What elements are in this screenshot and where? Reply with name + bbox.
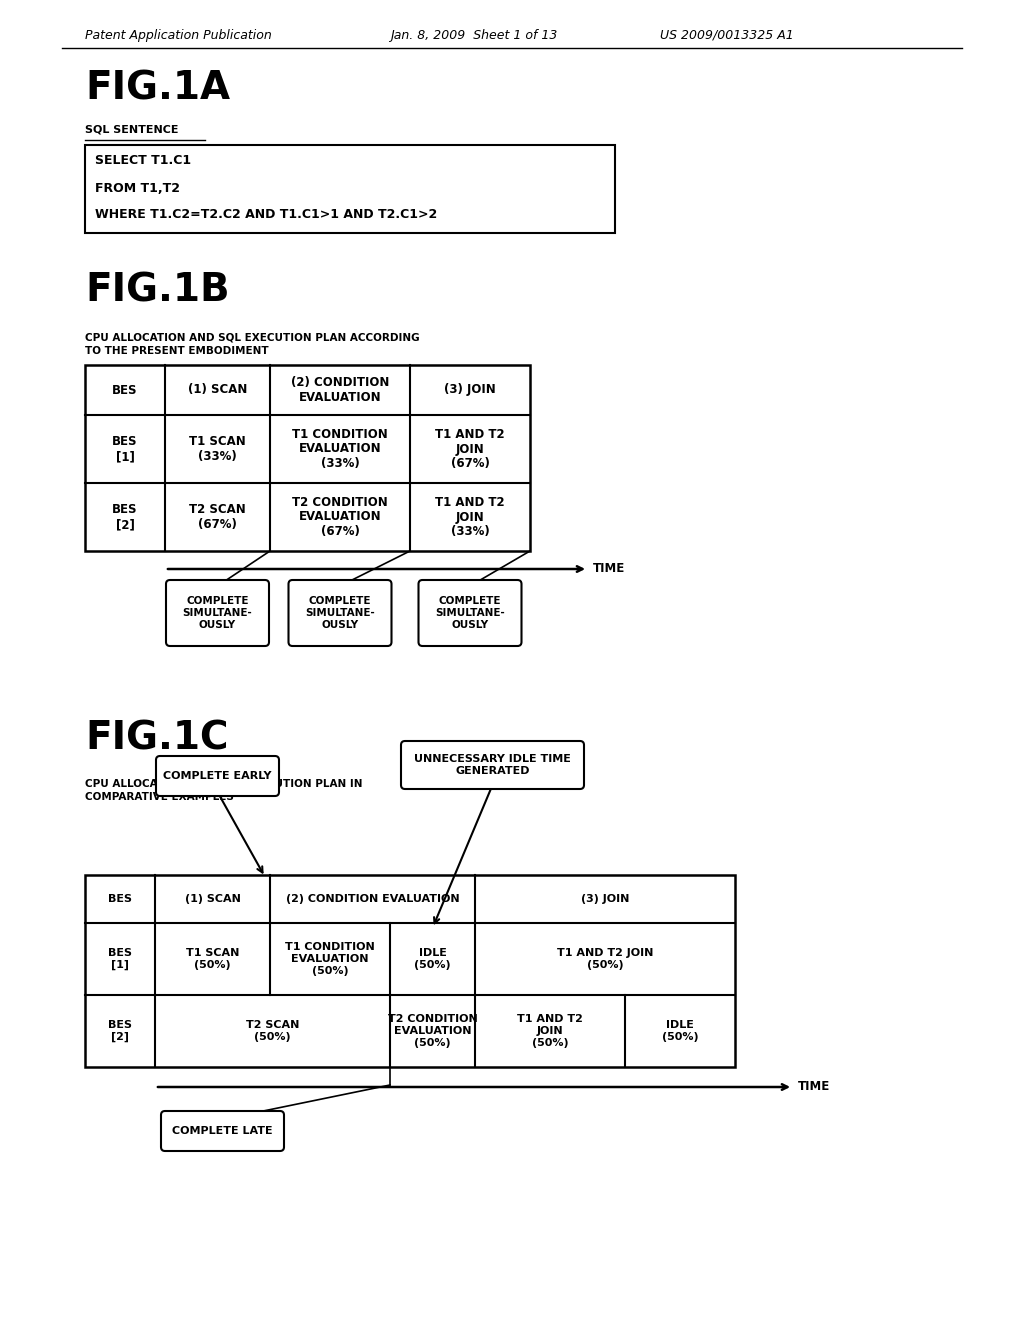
- Text: (1) SCAN: (1) SCAN: [184, 894, 241, 904]
- Text: (1) SCAN: (1) SCAN: [187, 384, 247, 396]
- Text: Jan. 8, 2009  Sheet 1 of 13: Jan. 8, 2009 Sheet 1 of 13: [390, 29, 557, 41]
- Text: COMPLETE
SIMULTANE-
OUSLY: COMPLETE SIMULTANE- OUSLY: [305, 597, 375, 630]
- FancyBboxPatch shape: [166, 579, 269, 645]
- Text: TIME: TIME: [798, 1081, 830, 1093]
- Text: BES
[1]: BES [1]: [113, 436, 138, 463]
- Text: BES
[2]: BES [2]: [108, 1020, 132, 1041]
- Bar: [85, 366, 530, 550]
- Bar: [85, 875, 735, 1067]
- Text: TO THE PRESENT EMBODIMENT: TO THE PRESENT EMBODIMENT: [85, 346, 268, 356]
- Text: CPU ALLOCATION AND SQL EXECUTION PLAN IN: CPU ALLOCATION AND SQL EXECUTION PLAN IN: [85, 777, 362, 788]
- Text: (3) JOIN: (3) JOIN: [444, 384, 496, 396]
- Text: (2) CONDITION
EVALUATION: (2) CONDITION EVALUATION: [291, 376, 389, 404]
- Text: IDLE
(50%): IDLE (50%): [662, 1020, 698, 1041]
- Text: SELECT T1.C1: SELECT T1.C1: [95, 154, 191, 168]
- Text: T1 AND T2
JOIN
(33%): T1 AND T2 JOIN (33%): [435, 495, 505, 539]
- Text: T1 SCAN
(33%): T1 SCAN (33%): [189, 436, 246, 463]
- FancyBboxPatch shape: [156, 756, 279, 796]
- Text: T2 CONDITION
EVALUATION
(67%): T2 CONDITION EVALUATION (67%): [292, 495, 388, 539]
- FancyBboxPatch shape: [289, 579, 391, 645]
- Text: BES
[2]: BES [2]: [113, 503, 138, 531]
- Text: T1 AND T2
JOIN
(67%): T1 AND T2 JOIN (67%): [435, 428, 505, 470]
- Text: US 2009/0013325 A1: US 2009/0013325 A1: [660, 29, 794, 41]
- Text: (2) CONDITION EVALUATION: (2) CONDITION EVALUATION: [286, 894, 460, 904]
- Text: COMPLETE
SIMULTANE-
OUSLY: COMPLETE SIMULTANE- OUSLY: [182, 597, 252, 630]
- Text: BES: BES: [108, 894, 132, 904]
- Text: T1 AND T2
JOIN
(50%): T1 AND T2 JOIN (50%): [517, 1014, 583, 1048]
- Text: IDLE
(50%): IDLE (50%): [414, 948, 451, 970]
- Text: CPU ALLOCATION AND SQL EXECUTION PLAN ACCORDING: CPU ALLOCATION AND SQL EXECUTION PLAN AC…: [85, 333, 420, 342]
- FancyBboxPatch shape: [419, 579, 521, 645]
- Text: T1 CONDITION
EVALUATION
(33%): T1 CONDITION EVALUATION (33%): [292, 428, 388, 470]
- Text: T2 CONDITION
EVALUATION
(50%): T2 CONDITION EVALUATION (50%): [388, 1014, 477, 1048]
- Text: COMPARATIVE EXAMPLES: COMPARATIVE EXAMPLES: [85, 792, 233, 803]
- Text: (3) JOIN: (3) JOIN: [581, 894, 629, 904]
- Text: COMPLETE
SIMULTANE-
OUSLY: COMPLETE SIMULTANE- OUSLY: [435, 597, 505, 630]
- Text: FIG.1A: FIG.1A: [85, 70, 230, 108]
- Bar: [85, 145, 615, 234]
- Text: TIME: TIME: [593, 562, 626, 576]
- Text: COMPLETE LATE: COMPLETE LATE: [172, 1126, 272, 1137]
- Text: SQL SENTENCE: SQL SENTENCE: [85, 125, 178, 135]
- Text: UNNECESSARY IDLE TIME
GENERATED: UNNECESSARY IDLE TIME GENERATED: [414, 754, 571, 776]
- Text: BES: BES: [113, 384, 138, 396]
- Text: T1 CONDITION
EVALUATION
(50%): T1 CONDITION EVALUATION (50%): [285, 942, 375, 975]
- FancyBboxPatch shape: [161, 1111, 284, 1151]
- Text: Patent Application Publication: Patent Application Publication: [85, 29, 271, 41]
- Text: T2 SCAN
(50%): T2 SCAN (50%): [246, 1020, 299, 1041]
- Text: T2 SCAN
(67%): T2 SCAN (67%): [189, 503, 246, 531]
- Text: FIG.1B: FIG.1B: [85, 272, 229, 310]
- Text: BES
[1]: BES [1]: [108, 948, 132, 970]
- Text: WHERE T1.C2=T2.C2 AND T1.C1>1 AND T2.C1>2: WHERE T1.C2=T2.C2 AND T1.C1>1 AND T2.C1>…: [95, 209, 437, 222]
- Text: COMPLETE EARLY: COMPLETE EARLY: [163, 771, 271, 781]
- Text: T1 AND T2 JOIN
(50%): T1 AND T2 JOIN (50%): [557, 948, 653, 970]
- Text: T1 SCAN
(50%): T1 SCAN (50%): [185, 948, 240, 970]
- Text: FIG.1C: FIG.1C: [85, 719, 228, 758]
- FancyBboxPatch shape: [401, 741, 584, 789]
- Text: FROM T1,T2: FROM T1,T2: [95, 181, 180, 194]
